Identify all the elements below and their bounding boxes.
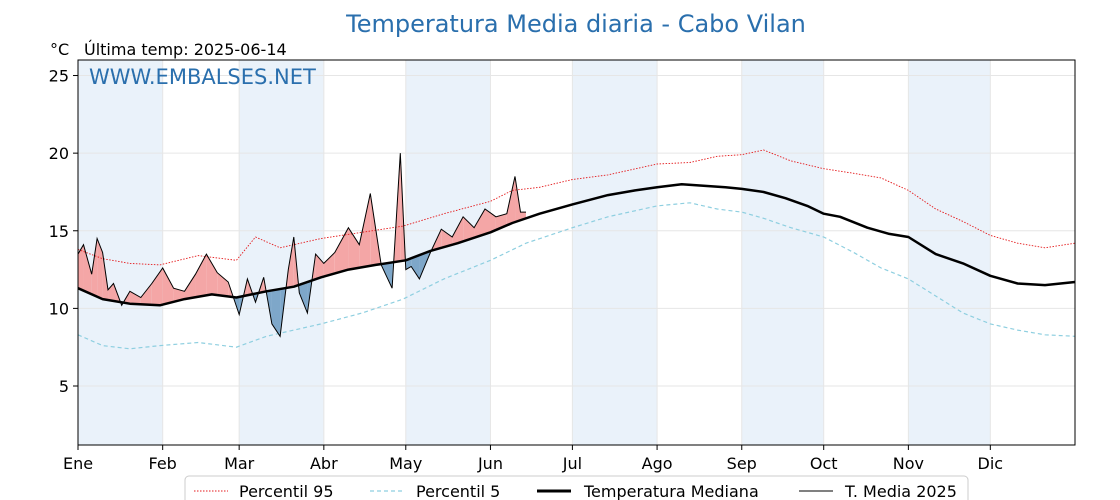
fill-above-median <box>184 274 196 300</box>
y-axis-ticks: 5 10 15 20 25 <box>49 67 78 396</box>
fill-above-median <box>97 238 103 300</box>
fill-above-median <box>463 216 475 242</box>
legend-p5-label: Percentil 5 <box>416 482 500 500</box>
x-tick-label: Sep <box>727 454 757 473</box>
x-tick-label: Mar <box>224 454 255 473</box>
series-media2025-line <box>77 153 526 338</box>
series-p5-line <box>77 202 1076 350</box>
series-p95-line <box>77 149 1076 266</box>
series-lines <box>77 149 1076 350</box>
month-bands <box>78 60 991 445</box>
fill-above-median <box>173 288 185 302</box>
fill-below-median <box>411 255 420 279</box>
fill-above-median <box>206 254 218 296</box>
fill-above-median <box>78 244 84 291</box>
fill-above-median <box>359 193 371 268</box>
month-band <box>908 60 991 445</box>
y-tick-label: 15 <box>49 222 69 241</box>
month-band <box>572 60 658 445</box>
legend-p95-label: Percentil 95 <box>239 482 334 500</box>
fill-above-median <box>474 209 485 238</box>
y-tick-label: 20 <box>49 144 69 163</box>
y-tick-label: 25 <box>49 67 69 86</box>
legend-box <box>184 475 969 500</box>
fill-above-median <box>129 291 141 305</box>
watermark-text: WWW.EMBALSES.NET <box>89 65 316 89</box>
fill-above-median <box>195 254 207 298</box>
series-median-line <box>77 182 1076 307</box>
fill-above-median <box>334 227 349 274</box>
fill-above-median <box>288 236 294 288</box>
x-tick-label: Dic <box>978 454 1004 473</box>
fill-above-median <box>91 238 98 297</box>
fill-above-median <box>441 229 453 248</box>
month-band <box>239 60 324 445</box>
x-axis-ticks: Ene Feb Mar Abr May Jun Jul Ago Sep Oct Nov Dic <box>63 445 1003 473</box>
month-band <box>405 60 491 445</box>
chart-title: Temperatura Media diaria - Cabo Vilan <box>345 10 806 38</box>
fill-above-median <box>348 227 360 270</box>
last-temp-label: Última temp: 2025-06-14 <box>84 40 287 59</box>
y-tick-label: 10 <box>49 299 69 318</box>
x-tick-label: Jun <box>477 454 503 473</box>
fill-above-median <box>452 216 464 245</box>
x-tick-label: Ago <box>642 454 673 473</box>
fill-above-median <box>315 254 324 280</box>
x-tick-label: Ene <box>63 454 93 473</box>
unit-label: °C <box>50 40 69 59</box>
fill-below-median <box>299 281 308 314</box>
fill-above-median <box>140 283 152 305</box>
x-tick-label: May <box>389 454 422 473</box>
month-band <box>741 60 824 445</box>
fill-above-median <box>151 268 163 305</box>
x-tick-label: Feb <box>149 454 177 473</box>
x-tick-label: Oct <box>810 454 838 473</box>
fill-above-median <box>323 252 335 277</box>
plot-frame <box>77 59 1076 446</box>
fill-above-median <box>83 244 92 295</box>
fill-above-median <box>162 268 174 305</box>
fill-above-median <box>217 272 229 297</box>
month-band <box>78 60 163 445</box>
x-tick-label: Nov <box>893 454 924 473</box>
fill-above-median <box>506 176 516 226</box>
fill-above-median <box>108 283 114 301</box>
legend-media2025-label: T. Media 2025 <box>844 482 957 500</box>
legend: Percentil 95 Percentil 5 Temperatura Med… <box>184 475 969 500</box>
fill-below-median <box>271 288 281 337</box>
x-tick-label: Jul <box>562 454 582 473</box>
y-tick-label: 5 <box>59 377 69 396</box>
x-tick-label: Abr <box>310 454 338 473</box>
legend-median-label: Temperatura Mediana <box>583 482 759 500</box>
